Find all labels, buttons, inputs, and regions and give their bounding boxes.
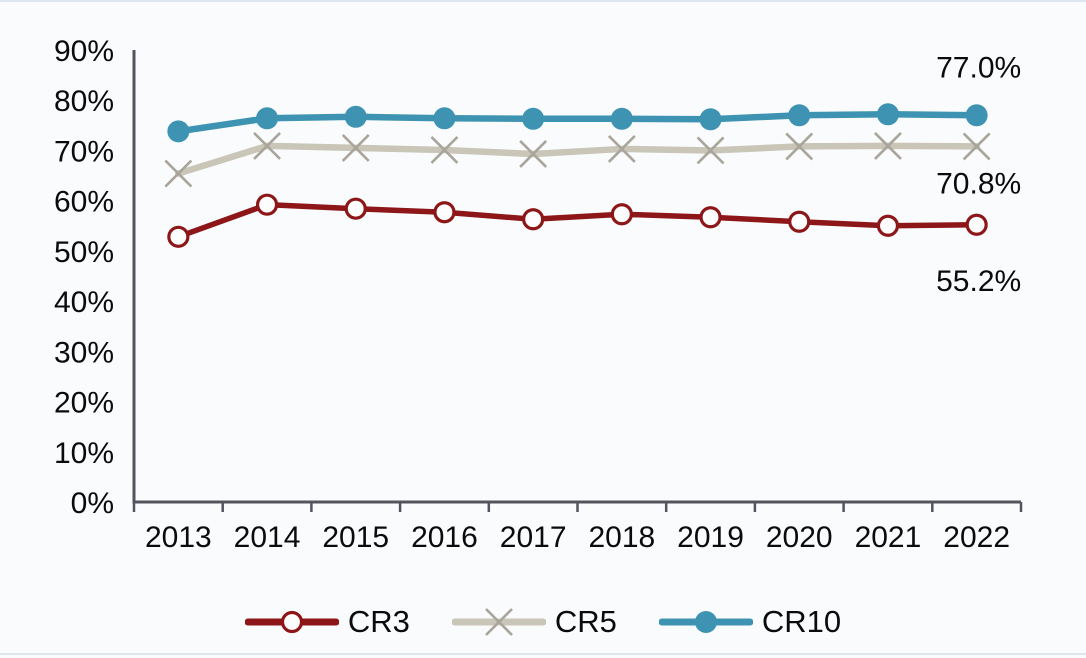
y-tick-label: 90% <box>54 35 114 68</box>
x-tick-label: 2016 <box>411 521 478 554</box>
x-tick-label: 2013 <box>145 521 212 554</box>
legend-label-cr5: CR5 <box>554 604 617 639</box>
cr10-filled-circle-marker <box>658 610 753 633</box>
chart-legend: CR3 CR5 CR10 <box>0 606 1086 637</box>
series-marker-cr3 <box>610 203 633 226</box>
legend-item-cr10: CR10 <box>658 604 842 639</box>
series-marker-cr10 <box>965 104 988 127</box>
series-marker-cr5 <box>164 159 193 188</box>
legend-item-cr5: CR5 <box>451 604 617 639</box>
series-marker-cr3 <box>965 213 988 236</box>
series-marker-cr10 <box>610 107 633 130</box>
series-marker-cr3 <box>788 210 811 233</box>
series-marker-cr3 <box>167 225 190 248</box>
series-marker-cr3 <box>522 208 545 231</box>
series-marker-cr10 <box>699 108 722 131</box>
series-marker-cr5 <box>874 132 902 160</box>
top-border-line <box>0 0 1086 2</box>
legend-x <box>484 607 513 636</box>
y-tick-label: 20% <box>54 387 114 420</box>
x-tick-label: 2019 <box>677 521 744 554</box>
legend-item-cr3: CR3 <box>244 604 410 639</box>
x-tick-label: 2022 <box>943 521 1010 554</box>
y-tick-label: 70% <box>54 135 114 168</box>
x-tick-label: 2014 <box>234 521 301 554</box>
series-marker-cr10 <box>788 104 811 127</box>
series-marker-cr3 <box>433 201 456 224</box>
x-tick-label: 2017 <box>500 521 567 554</box>
cr5-x-marker <box>451 607 546 636</box>
end-value-label-cr5: 70.8% <box>936 167 1021 200</box>
series-marker-cr5 <box>696 136 725 165</box>
series-marker-cr10 <box>522 107 545 130</box>
series-marker-cr5 <box>785 132 814 161</box>
legend-dot <box>694 610 717 633</box>
series-line-cr5 <box>175 142 980 177</box>
series-marker-cr10 <box>433 107 456 130</box>
series-marker-cr5 <box>607 135 636 163</box>
series-marker-cr10 <box>876 103 899 126</box>
end-value-label-cr3: 55.2% <box>936 265 1021 298</box>
series-marker-cr10 <box>344 105 367 128</box>
y-tick-label: 10% <box>54 437 114 470</box>
legend-dot <box>280 610 303 633</box>
x-tick-label: 2018 <box>588 521 655 554</box>
series-marker-cr3 <box>255 193 279 216</box>
x-tick-label: 2020 <box>766 521 833 554</box>
x-tick-label: 2015 <box>322 521 389 554</box>
series-marker-cr3 <box>344 197 367 220</box>
y-tick-label: 50% <box>54 236 114 269</box>
series-marker-cr3 <box>699 206 722 229</box>
series-marker-cr5 <box>430 136 459 164</box>
y-tick-label: 30% <box>54 336 114 369</box>
y-tick-label: 60% <box>54 186 114 219</box>
series-marker-cr5 <box>962 132 991 161</box>
x-tick-label: 2021 <box>855 521 922 554</box>
cr3-open-circle-marker <box>244 610 339 633</box>
legend-label-cr10: CR10 <box>761 604 842 639</box>
series-marker-cr10 <box>167 120 190 143</box>
series-marker-cr10 <box>256 107 279 130</box>
legend-label-cr3: CR3 <box>347 604 410 639</box>
y-tick-label: 0% <box>71 487 114 520</box>
series-marker-cr5 <box>253 132 281 160</box>
series-marker-cr3 <box>876 214 900 237</box>
series-line-cr3 <box>175 201 980 240</box>
series-marker-cr5 <box>519 140 548 168</box>
end-value-label-cr10: 77.0% <box>936 51 1021 84</box>
y-tick-label: 40% <box>54 286 114 319</box>
series-line-cr10 <box>175 111 980 135</box>
bottom-border-line <box>0 653 1086 655</box>
y-tick-label: 80% <box>54 85 114 118</box>
series-marker-cr5 <box>341 134 370 162</box>
